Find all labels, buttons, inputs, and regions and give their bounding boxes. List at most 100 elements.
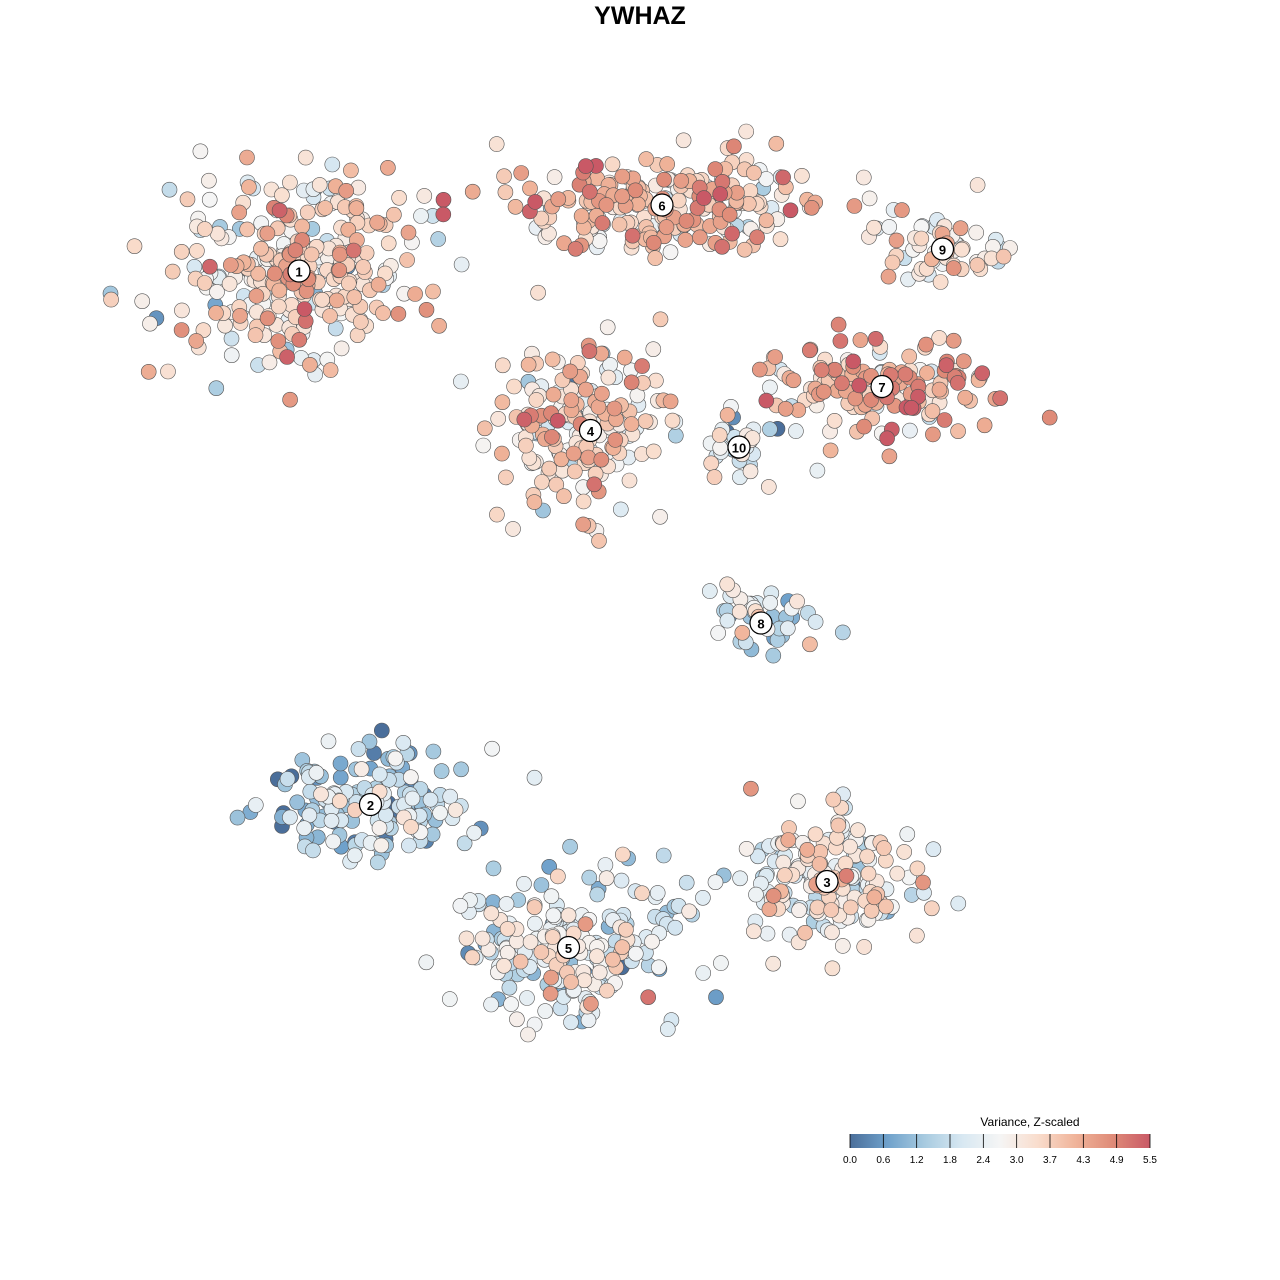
- data-point: [815, 383, 832, 400]
- data-point: [464, 183, 481, 200]
- data-point: [518, 437, 534, 454]
- data-point: [430, 231, 447, 247]
- data-point: [923, 900, 940, 917]
- data-point: [767, 349, 783, 365]
- data-point: [950, 423, 966, 440]
- data-point: [271, 202, 288, 219]
- data-point: [305, 842, 321, 859]
- data-point: [845, 353, 862, 370]
- data-point: [832, 333, 849, 349]
- data-point: [498, 896, 515, 912]
- data-point: [442, 788, 459, 805]
- colorbar-gradient: [850, 1134, 1150, 1148]
- data-point: [955, 353, 972, 370]
- data-point: [598, 197, 615, 213]
- data-point: [581, 869, 598, 886]
- data-point: [762, 379, 778, 396]
- data-point: [777, 400, 794, 417]
- data-point: [563, 974, 579, 990]
- data-point: [606, 400, 623, 417]
- data-point: [496, 957, 512, 974]
- data-point: [1041, 409, 1058, 426]
- data-point: [499, 921, 516, 937]
- data-point: [623, 416, 640, 432]
- data-point: [822, 442, 839, 459]
- data-point: [179, 191, 196, 208]
- data-point: [604, 951, 621, 968]
- data-point: [533, 210, 550, 227]
- colorbar-tick-label: 0.6: [876, 1155, 890, 1166]
- data-point: [724, 225, 740, 242]
- data-point: [677, 232, 694, 248]
- colorbar-tick-label: 3.0: [1010, 1155, 1024, 1166]
- data-point: [380, 160, 396, 176]
- data-point: [738, 123, 755, 140]
- data-point: [418, 954, 435, 971]
- data-point: [299, 204, 316, 221]
- data-point: [483, 996, 499, 1013]
- chart-title: YWHAZ: [594, 2, 686, 30]
- data-point: [736, 241, 753, 258]
- data-point: [645, 443, 662, 460]
- data-point: [801, 342, 818, 359]
- data-point: [314, 291, 331, 308]
- data-point: [202, 258, 218, 275]
- data-point: [969, 177, 986, 193]
- data-point: [261, 354, 278, 371]
- data-point: [355, 259, 372, 275]
- data-point: [352, 314, 369, 330]
- data-point: [768, 135, 785, 152]
- data-point: [782, 202, 799, 219]
- data-point: [749, 229, 765, 245]
- data-point: [714, 239, 730, 255]
- data-point: [748, 886, 764, 903]
- cluster-label-4: 4: [578, 418, 603, 443]
- data-point: [506, 378, 522, 395]
- data-point: [208, 380, 225, 397]
- data-point: [160, 363, 176, 380]
- data-point: [134, 293, 150, 310]
- data-point: [543, 969, 559, 986]
- data-point: [542, 985, 559, 1002]
- data-point: [494, 357, 511, 374]
- data-point: [750, 848, 766, 865]
- data-point: [678, 213, 695, 229]
- data-point: [650, 959, 667, 976]
- data-point: [403, 819, 419, 835]
- data-point: [696, 190, 712, 206]
- data-point: [488, 136, 505, 152]
- data-point: [458, 930, 475, 947]
- data-point: [645, 235, 662, 251]
- data-point: [599, 982, 615, 999]
- data-point: [453, 761, 469, 778]
- data-point: [490, 410, 507, 427]
- data-point: [780, 832, 797, 848]
- data-point: [208, 305, 224, 321]
- colorbar-legend: Variance, Z-scaled 0.0 0.6 1.2 1.8 2.4 3.0 3.7…: [843, 1115, 1157, 1166]
- data-point: [719, 576, 736, 593]
- data-point: [902, 422, 918, 439]
- data-point: [164, 263, 181, 280]
- data-point: [799, 841, 816, 858]
- data-point: [788, 423, 804, 439]
- data-point: [785, 372, 802, 389]
- data-point: [209, 284, 225, 300]
- data-point: [223, 257, 239, 273]
- data-point: [550, 868, 566, 885]
- data-point: [474, 930, 491, 947]
- data-point: [637, 413, 654, 430]
- data-point: [485, 860, 502, 877]
- data-point: [201, 191, 218, 208]
- data-point: [520, 356, 537, 373]
- data-point: [969, 257, 986, 273]
- data-point: [196, 275, 213, 291]
- data-point: [640, 989, 657, 1006]
- data-point: [731, 603, 748, 620]
- cluster-label-badge: [727, 435, 751, 459]
- data-point: [759, 925, 776, 942]
- data-point: [534, 474, 550, 490]
- data-point: [667, 427, 684, 444]
- data-point: [879, 430, 895, 447]
- data-point: [373, 722, 390, 739]
- cluster-label-badge: [870, 374, 894, 399]
